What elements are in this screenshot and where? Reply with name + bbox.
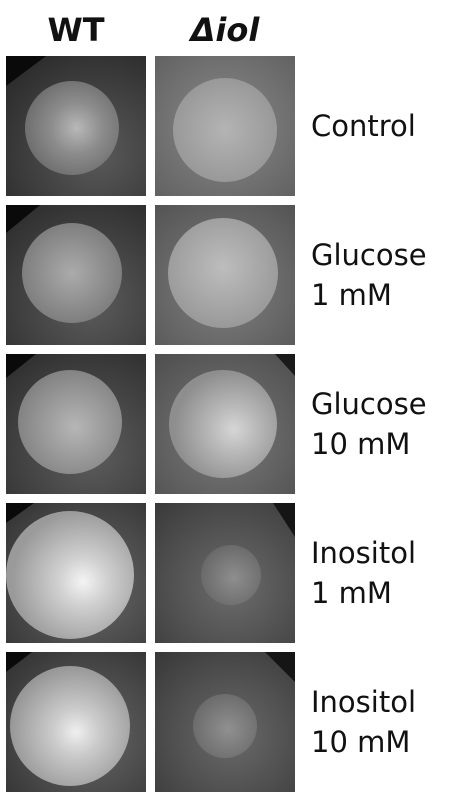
colony-image-wt-glucose-10mm	[6, 354, 146, 494]
condition-row-glucose-10mm: Glucose 10 mM	[0, 354, 450, 494]
condition-label-line1: Control	[311, 109, 416, 143]
condition-row-control: Control	[0, 56, 450, 196]
colony-image-mutant-glucose-1mm	[155, 205, 295, 345]
colony-image-wt-inositol-10mm	[6, 652, 146, 792]
condition-label: Inositol 10 mM	[311, 652, 450, 792]
condition-label-line1: Glucose	[311, 387, 427, 421]
condition-label: Inositol 1 mM	[311, 503, 450, 643]
colony-image-wt-control	[6, 56, 146, 196]
colony-image-mutant-inositol-10mm	[155, 652, 295, 792]
condition-label: Glucose 1 mM	[311, 205, 450, 345]
colony-image-mutant-glucose-10mm	[155, 354, 295, 494]
colony-image-wt-inositol-1mm	[6, 503, 146, 643]
condition-label: Glucose 10 mM	[311, 354, 450, 494]
condition-row-inositol-10mm: Inositol 10 mM	[0, 652, 450, 792]
column-header-wt: WT	[47, 11, 105, 49]
colony-image-wt-glucose-1mm	[6, 205, 146, 345]
colony-image-mutant-control	[155, 56, 295, 196]
condition-label: Control	[311, 56, 450, 196]
column-header-mutant: Δiol	[190, 11, 260, 49]
condition-label-line2: 10 mM	[311, 427, 411, 461]
condition-label-line1: Inositol	[311, 685, 417, 719]
colony-image-mutant-inositol-1mm	[155, 503, 295, 643]
condition-label-line2: 1 mM	[311, 576, 392, 610]
condition-label-line2: 10 mM	[311, 725, 411, 759]
condition-label-line2: 1 mM	[311, 278, 392, 312]
condition-row-glucose-1mm: Glucose 1 mM	[0, 205, 450, 345]
condition-row-inositol-1mm: Inositol 1 mM	[0, 503, 450, 643]
condition-label-line1: Inositol	[311, 536, 417, 570]
condition-label-line1: Glucose	[311, 238, 427, 272]
